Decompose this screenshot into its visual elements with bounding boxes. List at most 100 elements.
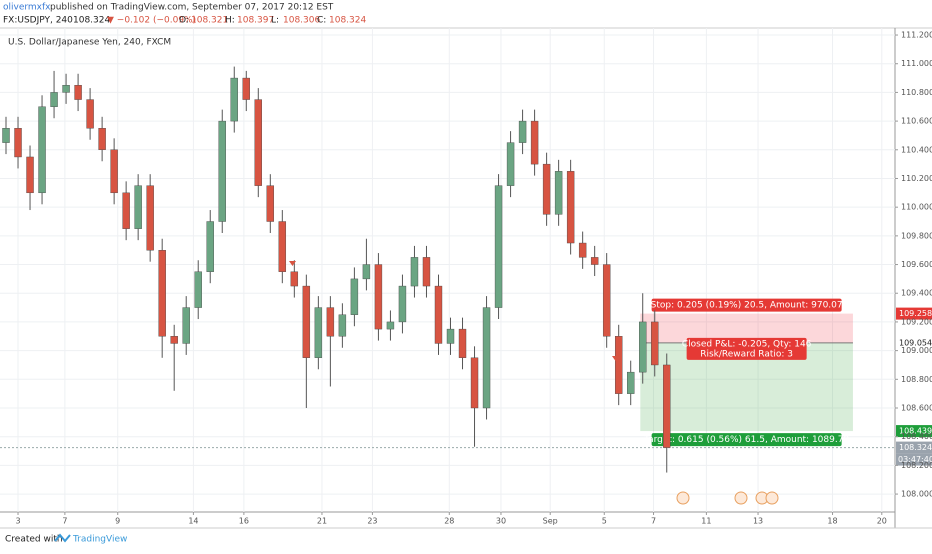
grid	[0, 28, 895, 512]
candle-body	[446, 328, 455, 344]
x-tick-label: 21	[317, 517, 327, 526]
candle-body	[350, 278, 359, 315]
candle-body	[278, 221, 287, 272]
y-tick-label: 109.000	[901, 346, 932, 355]
y-tick-label: 108.000	[901, 490, 932, 499]
candle-body	[86, 99, 94, 129]
candle-body	[530, 120, 539, 165]
price-tag-label: 108.324	[899, 443, 932, 452]
symbol-text: H:	[225, 16, 235, 26]
x-tick-label: 5	[602, 517, 607, 526]
label-box	[686, 337, 807, 360]
x-tick-label: 13	[753, 517, 763, 526]
y-tick-label: 108.200	[901, 461, 932, 470]
chart-title: U.S. Dollar/Japanese Yen, 240, FXCM	[8, 38, 171, 48]
x-tick-label: 11	[701, 517, 711, 526]
symbol-text: ▼ −0.102 (−0.09%)	[107, 16, 196, 26]
symbol-text: L:	[271, 16, 279, 26]
candle-body	[374, 264, 383, 330]
candle-body	[518, 120, 527, 143]
candle-body	[494, 185, 503, 308]
x-tick-label: 20	[877, 517, 887, 526]
symbol-text: C:	[317, 16, 326, 26]
footer-brand[interactable]: TradingView	[72, 535, 127, 545]
symbol-text: 108.324	[329, 16, 366, 26]
author[interactable]: olivermxfx	[3, 3, 51, 13]
event-icon[interactable]	[765, 491, 779, 505]
candle-body	[38, 106, 46, 194]
label-box	[651, 298, 842, 312]
candles	[2, 66, 671, 473]
candle-body	[663, 364, 671, 448]
candle-body	[651, 321, 659, 366]
candle-body	[194, 271, 202, 308]
event-icon[interactable]	[734, 491, 748, 505]
y-tick-label: 110.600	[901, 117, 932, 126]
symbol-text: 108.397	[237, 16, 274, 26]
candle-body	[338, 314, 347, 337]
y-tick-label: 109.400	[901, 289, 932, 298]
x-tick-label: 7	[651, 517, 656, 526]
price-tag-label: 109.054	[899, 338, 932, 347]
candle-body	[326, 307, 335, 337]
x-tick-label: 9	[115, 517, 120, 526]
price-tag	[896, 336, 932, 349]
candle-body	[26, 156, 34, 194]
x-tick-label: 18	[827, 517, 837, 526]
candle-body	[50, 92, 58, 107]
x-tick-label: 7	[62, 517, 67, 526]
candle-body	[627, 371, 635, 394]
x-tick-label: 16	[239, 517, 249, 526]
marker	[612, 356, 619, 361]
axes: 111.200 111.000 110.800 110.600 110.400 110.2…	[15, 31, 932, 526]
candle-body	[266, 185, 275, 222]
stop-label: Stop: 0.205 (0.19%) 20.5, Amount: 970.07	[651, 301, 843, 311]
ratio-label: Risk/Reward Ratio: 3	[700, 349, 793, 359]
x-tick-label: 23	[367, 517, 377, 526]
candle-body	[74, 85, 82, 100]
candle-body	[98, 128, 106, 150]
candle-body	[158, 250, 166, 337]
candle-body	[206, 221, 214, 272]
x-tick-label: Sep	[543, 517, 558, 526]
candle-body	[434, 285, 443, 344]
price-tag	[896, 441, 932, 454]
countdown: 03:47:40	[898, 455, 932, 464]
candle-body	[458, 328, 467, 358]
price-tag-label: 109.258	[899, 309, 932, 318]
logo	[54, 533, 71, 543]
price-tag	[896, 307, 932, 320]
x-tick-label: 14	[188, 517, 198, 526]
candle-body	[218, 120, 226, 222]
symbol-text: O:	[179, 16, 189, 26]
candle-body	[182, 307, 190, 344]
candle-body	[554, 171, 563, 215]
candle-body	[614, 336, 623, 394]
price-tag	[896, 425, 932, 438]
candle-body	[542, 163, 551, 215]
candle-body	[146, 185, 154, 251]
y-tick-label: 110.800	[901, 88, 932, 97]
candle-body	[122, 192, 130, 229]
x-tick-label: 30	[496, 517, 506, 526]
candle-body	[410, 257, 419, 287]
label-box	[651, 433, 842, 447]
x-tick-label: 28	[444, 517, 454, 526]
symbol-text: 108.306	[283, 16, 320, 26]
candle-body	[398, 285, 407, 323]
y-tick-label: 108.400	[901, 432, 932, 441]
y-tick-label: 109.200	[901, 317, 932, 326]
event-icon[interactable]	[676, 491, 690, 505]
candle-body	[230, 77, 238, 122]
candle-body	[2, 128, 10, 143]
candle-body	[362, 264, 371, 280]
candle-body	[62, 85, 70, 93]
candle-body	[422, 257, 431, 287]
candle-body	[386, 321, 395, 330]
candle-body	[14, 128, 22, 158]
x-tick-label: 3	[15, 517, 20, 526]
y-tick-label: 109.600	[901, 260, 932, 269]
y-tick-label: 111.200	[901, 31, 932, 40]
